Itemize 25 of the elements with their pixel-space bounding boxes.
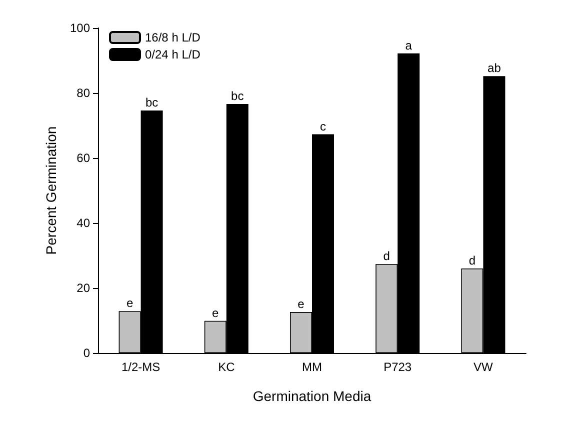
- data-label: c: [320, 119, 326, 134]
- y-tick-label: 20: [76, 281, 90, 295]
- y-axis-title: Percent Germination: [43, 126, 59, 255]
- data-label: ab: [488, 61, 502, 76]
- y-tick-label: 80: [76, 86, 90, 100]
- data-label: bc: [145, 96, 158, 110]
- y-tick-label: 0: [83, 346, 90, 360]
- legend-label: 16/8 h L/D: [145, 30, 201, 44]
- data-label: a: [405, 38, 412, 52]
- x-axis-title: Germination Media: [252, 388, 372, 404]
- y-tick-label: 40: [76, 216, 90, 230]
- data-label: bc: [231, 89, 244, 104]
- x-tick-label: 1/2-MS: [121, 360, 160, 374]
- data-label: e: [212, 306, 220, 320]
- legend-label: 0/24 h L/D: [145, 48, 201, 62]
- data-label: e: [298, 297, 305, 312]
- data-label: e: [126, 296, 134, 310]
- x-tick-label: KC: [218, 360, 236, 374]
- y-tick-label: 100: [70, 21, 90, 35]
- x-tick-label: MM: [302, 360, 322, 374]
- data-label: d: [468, 254, 476, 268]
- y-tick-label: 60: [76, 151, 90, 165]
- x-tick-label: P723: [384, 360, 412, 374]
- data-label: d: [383, 248, 390, 263]
- x-tick-label: VW: [474, 360, 494, 374]
